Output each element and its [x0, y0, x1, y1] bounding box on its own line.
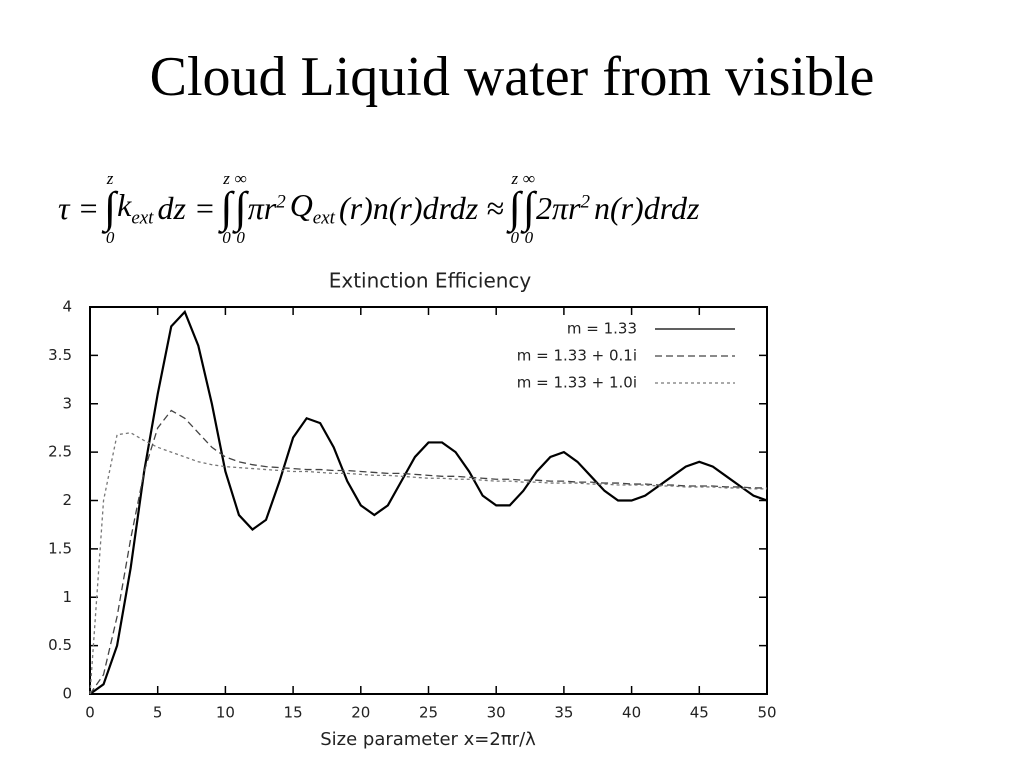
lower-limit: 0	[510, 227, 520, 247]
integral-sign: ∫	[104, 183, 117, 233]
subscript: ext	[312, 207, 335, 229]
y-tick-label: 3	[62, 394, 72, 412]
slide-title: Cloud Liquid water from visible	[149, 46, 875, 108]
upper-limit: z	[106, 169, 114, 189]
x-tick-label: 10	[216, 704, 235, 722]
equation-term: πr2	[248, 190, 286, 227]
x-tick-label: 45	[690, 704, 709, 722]
lower-limit: 0	[524, 227, 534, 247]
superscript: 2	[580, 190, 590, 212]
y-tick-label: 1	[62, 588, 72, 606]
lower-limit: 0	[236, 227, 245, 247]
x-axis-label: Size parameter x=2πr/λ	[320, 729, 536, 750]
x-tick-label: 30	[487, 704, 506, 722]
integral: ∞ ∫ 0	[235, 170, 247, 246]
data-line	[89, 309, 768, 695]
term-text: k	[117, 186, 132, 223]
integral-sign: ∫	[234, 183, 247, 233]
x-tick-label: 25	[419, 704, 438, 722]
y-tick-label: 0.5	[48, 636, 72, 654]
y-tick-label: 2.5	[48, 443, 72, 461]
data-line	[89, 409, 767, 695]
legend-label: m = 1.33	[567, 320, 637, 338]
upper-limit: ∞	[234, 169, 247, 189]
x-tick-label: 0	[85, 704, 95, 722]
lower-limit: 0	[105, 227, 115, 247]
integral: ∞ ∫ 0	[523, 170, 535, 246]
y-tick-label: 2	[62, 491, 72, 509]
data-line	[89, 432, 767, 695]
subscript: ext	[131, 207, 154, 229]
y-tick-label: 0	[62, 685, 72, 703]
integral: z ∫ 0	[221, 170, 233, 246]
equation-term: (r)n(r)drdz ≈	[339, 190, 504, 227]
y-tick-label: 3.5	[48, 346, 72, 364]
equation-term: τ =	[58, 190, 99, 227]
y-tick-label: 4	[62, 298, 72, 316]
x-tick-label: 20	[351, 704, 370, 722]
integral-sign: ∫	[220, 183, 233, 233]
upper-limit: ∞	[522, 169, 535, 189]
term-text: τ =	[58, 189, 100, 226]
term-text: n(r)drdz	[593, 189, 700, 226]
x-tick-label: 15	[284, 704, 303, 722]
integral-sign: ∫	[522, 183, 535, 233]
term-text: πr	[247, 189, 277, 226]
equation-term: Qext	[290, 187, 335, 229]
term-text: 2πr	[535, 189, 581, 226]
term-text: dz =	[157, 189, 216, 226]
legend-label: m = 1.33 + 0.1i	[517, 347, 637, 365]
legend-label: m = 1.33 + 1.0i	[517, 374, 637, 392]
lower-limit: 0	[222, 227, 231, 247]
integral: z ∫ 0	[104, 170, 116, 246]
equation-term: n(r)drdz	[594, 190, 699, 227]
x-tick-label: 5	[153, 704, 163, 722]
x-tick-label: 35	[554, 704, 573, 722]
superscript: 2	[276, 190, 286, 212]
equation-term: 2πr2	[536, 190, 590, 227]
equation-term: dz =	[157, 190, 215, 227]
chart-title: Extinction Efficiency	[329, 269, 532, 293]
equation: τ = z ∫ 0 kext dz = z ∫ 0 ∞ ∫ 0 πr2 Qext (r)n(r)drdz ≈…	[58, 148, 703, 268]
term-text: (r)n(r)drdz ≈	[338, 189, 504, 226]
integral: z ∫ 0	[509, 170, 521, 246]
term-text: Q	[289, 186, 313, 223]
x-tick-label: 50	[757, 704, 776, 722]
upper-limit: z	[511, 169, 519, 189]
integral-sign: ∫	[508, 183, 521, 233]
equation-term: kext	[117, 187, 153, 229]
y-tick-label: 1.5	[48, 539, 72, 557]
upper-limit: z	[223, 169, 230, 189]
plot-frame	[89, 306, 768, 695]
x-tick-label: 40	[622, 704, 641, 722]
